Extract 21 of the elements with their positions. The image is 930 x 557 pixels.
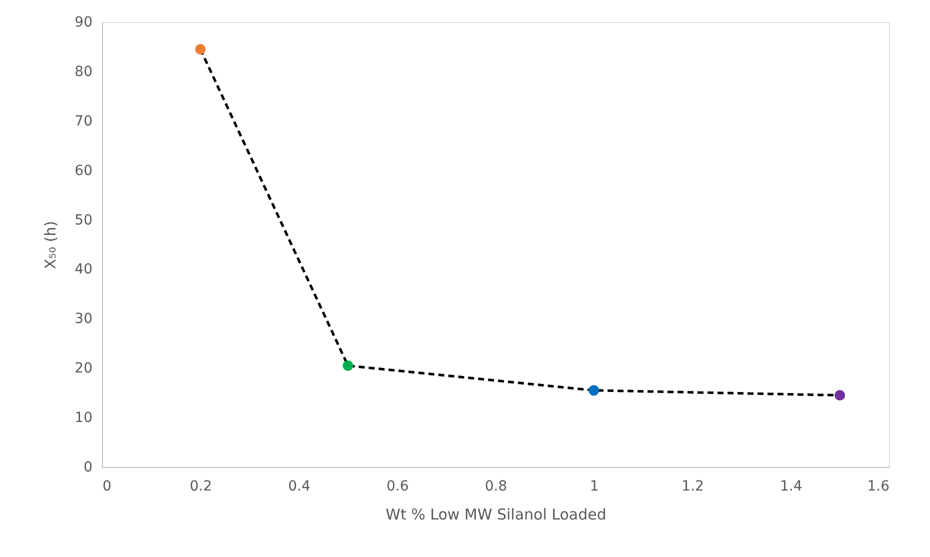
x-tick-label: 0 — [102, 478, 112, 494]
y-tick-label: 70 — [74, 113, 92, 130]
y-tick-label: 90 — [74, 14, 92, 30]
x-tick-label: 1.2 — [682, 478, 704, 494]
y-tick-label: 30 — [74, 311, 92, 328]
x-tick-label: 0.2 — [190, 478, 212, 494]
x-tick-label: 1.6 — [867, 478, 890, 494]
x-tick-label: 1.4 — [780, 478, 802, 494]
x-tick-label: 0.8 — [484, 478, 508, 494]
y-tick-label: 10 — [74, 410, 92, 426]
y-tick-label: 0 — [84, 460, 92, 476]
y-tick-label: 40 — [74, 262, 92, 278]
x-tick-label: 0.6 — [386, 478, 409, 494]
y-tick-label: 80 — [74, 64, 92, 80]
x-tick-label: 1 — [590, 478, 599, 494]
y-axis-title: X₅₀ (h) — [42, 220, 60, 270]
y-tick-label: 20 — [74, 360, 92, 377]
y-tick-label: 50 — [74, 212, 92, 228]
x-tick-label: 0.4 — [288, 478, 310, 494]
x-axis-title: Wt % Low MW Silanol Loaded — [386, 506, 606, 524]
y-tick-label: 60 — [74, 162, 92, 179]
